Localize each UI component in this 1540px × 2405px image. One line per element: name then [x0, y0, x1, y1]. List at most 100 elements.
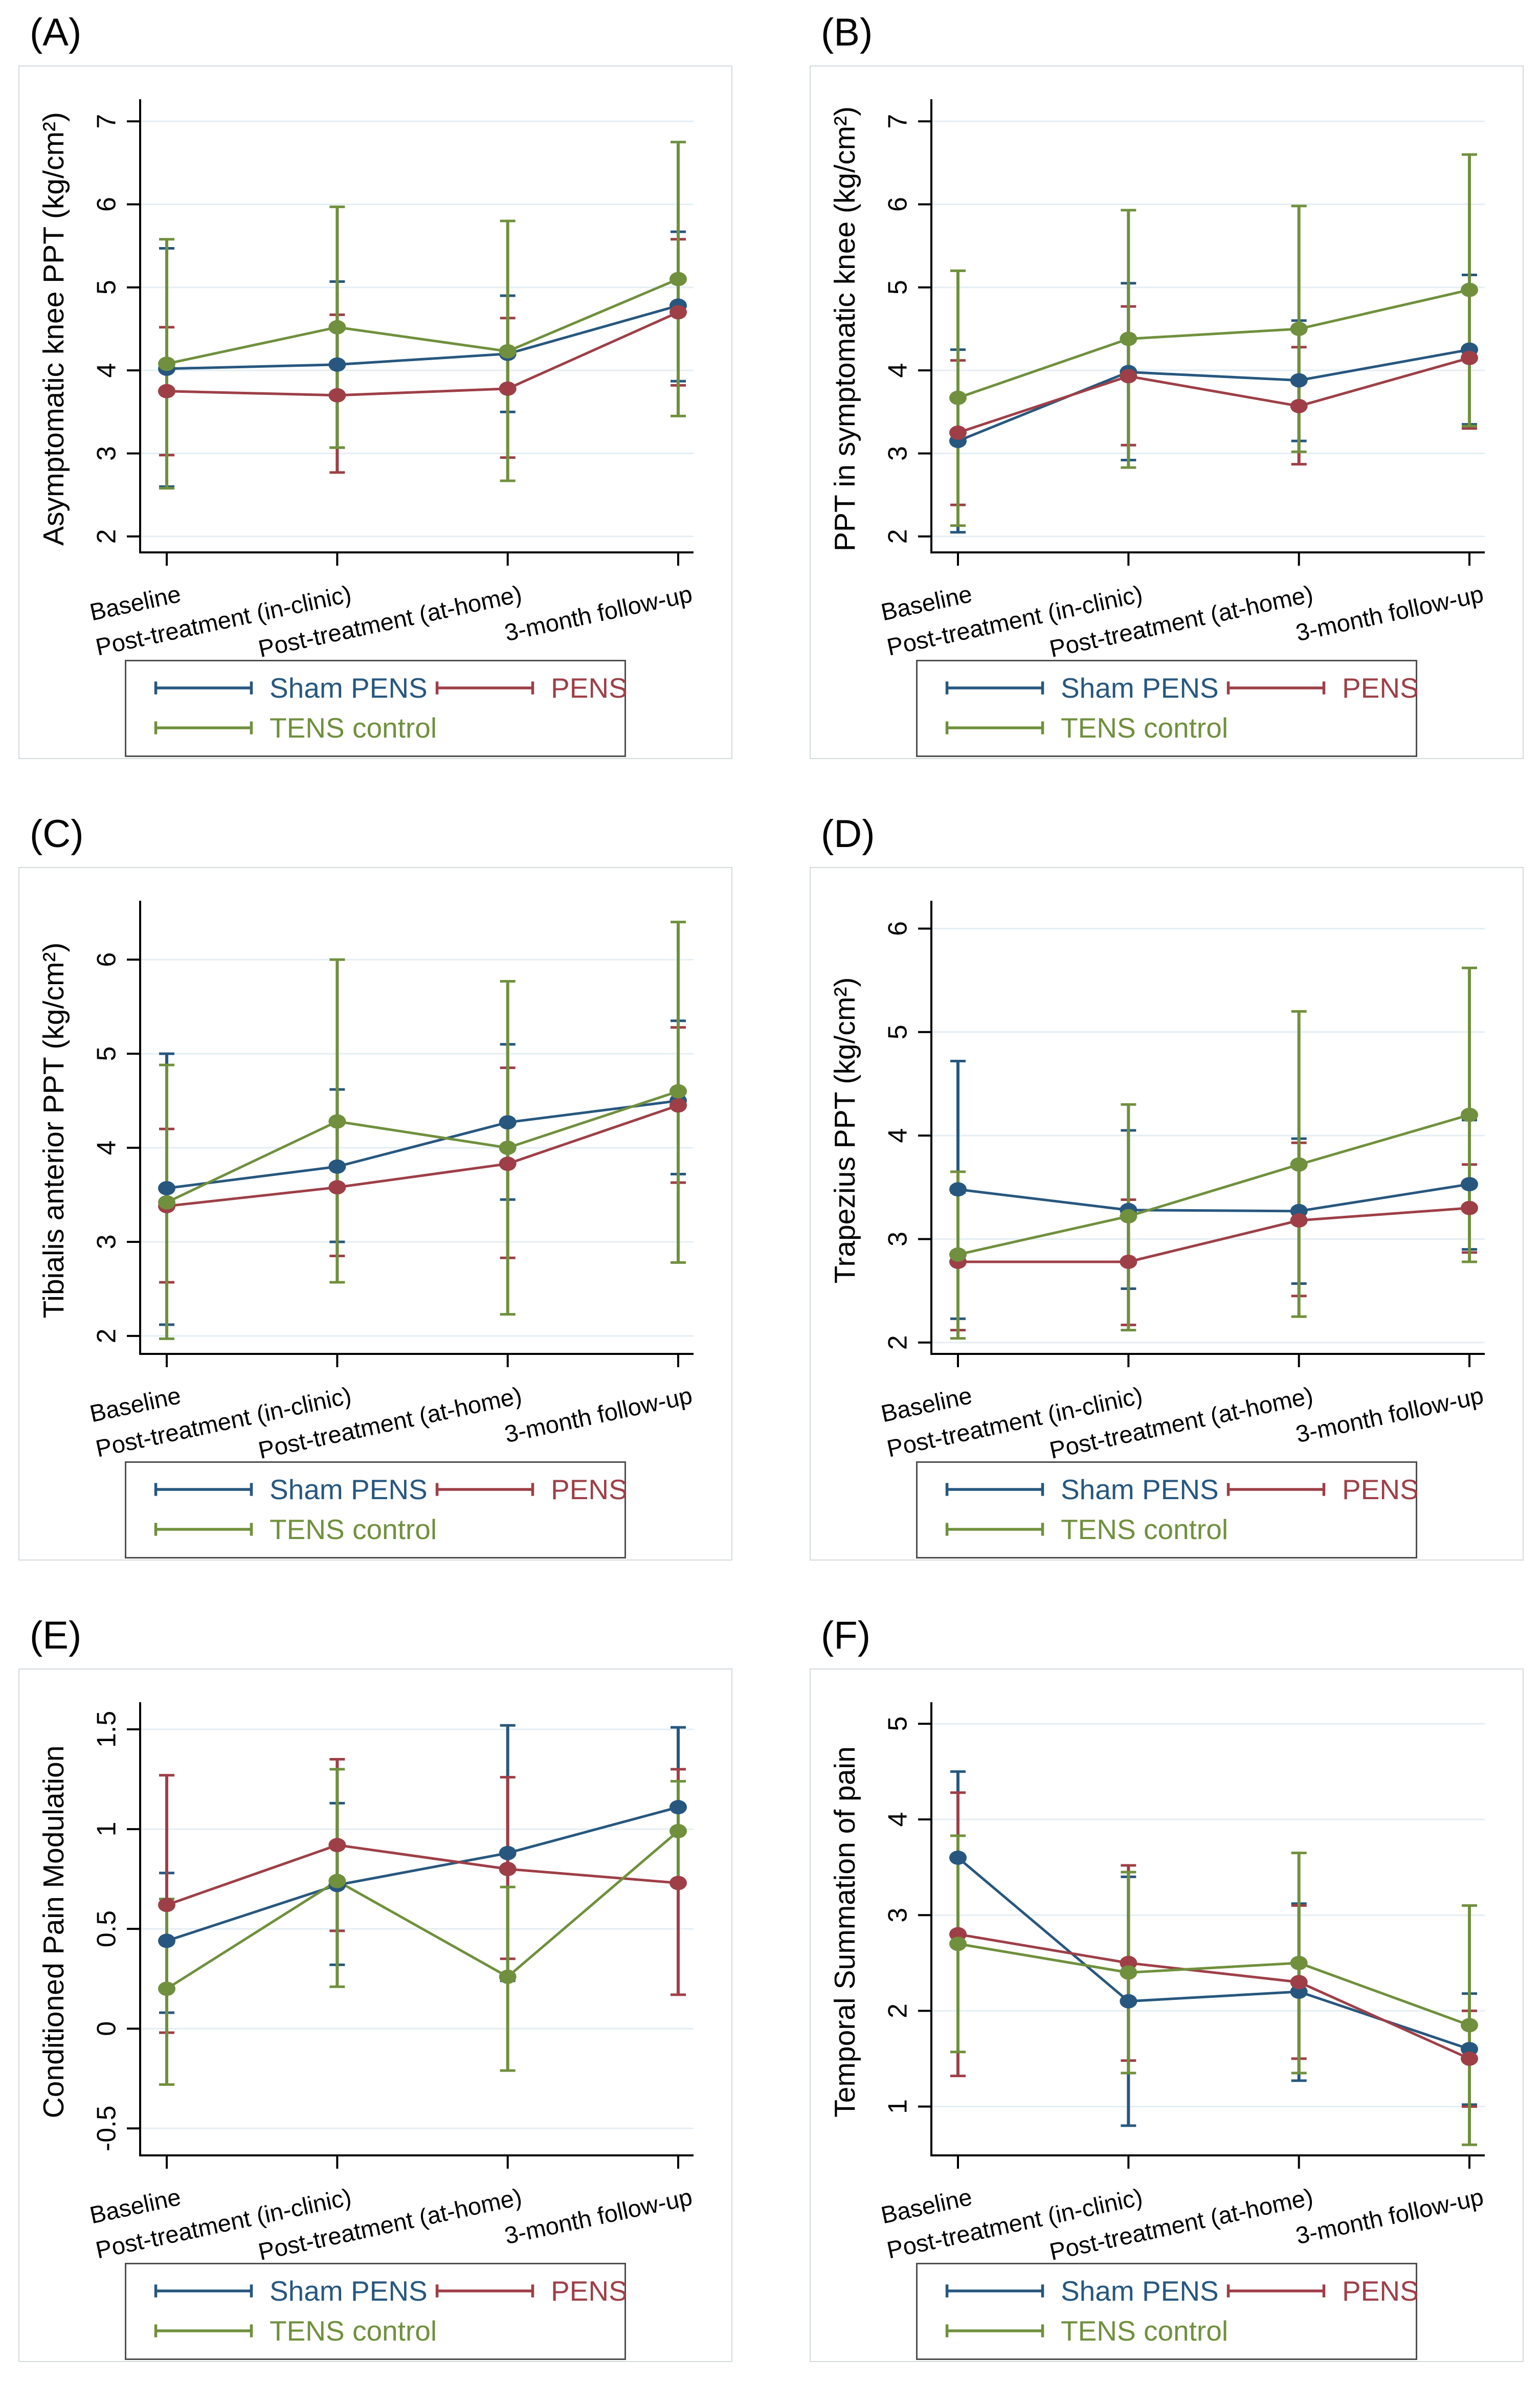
series-line-tens-control [166, 1090, 679, 1204]
legend-row: Sham PENS PENS [153, 2275, 628, 2307]
marker-pens [669, 1098, 687, 1113]
y-tick-label: 4 [883, 1812, 913, 1827]
marker-pens [1120, 369, 1137, 384]
legend-item-sham-pens: Sham PENS [153, 672, 434, 704]
marker-sham-pens [949, 1182, 967, 1197]
y-tick-label: 1.5 [92, 1711, 122, 1748]
panel-D: (D) 2 3 4 5 6 Baseline Post-treatment (in-clin… [770, 801, 1540, 1603]
panel-B: (B) 2 3 4 5 6 7 Baseline Post-treatment (in-cli… [770, 0, 1540, 801]
panel-C: (C) 2 3 4 5 6 Baseline Post-treatment (in-clin… [0, 801, 770, 1603]
legend-box-D: Sham PENS PENS TENS control [916, 1461, 1419, 1558]
y-tick-label: 1 [92, 1822, 122, 1837]
chart-card-D: 2 3 4 5 6 Baseline Post-treatment (in-clinic) P… [810, 867, 1524, 1561]
marker-pens [1290, 1213, 1308, 1228]
legend-label-sham-pens: Sham PENS [270, 672, 428, 704]
series-line-pens [957, 357, 1470, 434]
legend-label-pens: PENS [1342, 2275, 1419, 2307]
legend-box-F: Sham PENS PENS TENS control [916, 2263, 1419, 2360]
legend-item-tens-control: TENS control [153, 1513, 437, 1546]
y-tick-label: 5 [92, 280, 122, 295]
marker-tens-control [1461, 2018, 1478, 2033]
series-line-tens-control [166, 278, 679, 365]
errorbar-glyph-tens-control [945, 1523, 1044, 1536]
chart-area-F: 1 2 3 4 5 Baseline Post-treatment (in-clinic) P… [824, 1685, 1509, 2262]
marker-tens-control [949, 390, 967, 405]
legend-row: TENS control [153, 1513, 619, 1546]
y-tick-label: 5 [883, 1717, 913, 1731]
marker-pens [499, 1156, 517, 1171]
legend-label-pens: PENS [551, 2275, 628, 2307]
legend-label-tens-control: TENS control [270, 1513, 437, 1545]
legend-label-sham-pens: Sham PENS [1061, 1474, 1219, 1505]
panel-F: (F) 1 2 3 4 5 Baseline Post-treatment (in-clin… [770, 1603, 1540, 2404]
marker-pens [949, 425, 967, 440]
marker-tens-control [1290, 1955, 1308, 1970]
legend-label-pens: PENS [1342, 1474, 1419, 1505]
legend-label-sham-pens: Sham PENS [1061, 672, 1219, 704]
y-tick-label: 6 [883, 921, 913, 936]
marker-tens-control [158, 1195, 175, 1210]
series-line-sham-pens [957, 1857, 1470, 2051]
marker-pens [1461, 2051, 1478, 2066]
x-tick-label: 3-month follow-up [502, 1382, 695, 1448]
y-tick-label: 3 [883, 446, 913, 461]
x-tick-label: 3-month follow-up [502, 580, 695, 647]
chart-area-A: 2 3 4 5 6 7 Baseline Post-treatment (in-clinic)… [33, 82, 718, 659]
series-line-pens [957, 1933, 1470, 2060]
y-tick-label: 1 [883, 2099, 913, 2114]
legend-label-sham-pens: Sham PENS [270, 1474, 428, 1505]
y-tick-label: 5 [92, 1046, 122, 1061]
legend-item-pens: PENS [434, 2275, 628, 2307]
y-tick-label: 0 [92, 2021, 122, 2036]
marker-tens-control [328, 320, 346, 335]
y-tick-label: 6 [92, 197, 122, 212]
panel-letter-F: (F) [821, 1614, 871, 1657]
legend-row: TENS control [153, 2314, 619, 2347]
marker-sham-pens [158, 1181, 175, 1196]
errorbar-glyph-pens [1226, 1483, 1326, 1496]
errorbar-glyph-pens [1226, 2284, 1326, 2298]
marker-pens [1461, 350, 1478, 365]
legend-box-A: Sham PENS PENS TENS control [125, 660, 628, 757]
marker-sham-pens [669, 1800, 687, 1815]
y-tick-label: 5 [883, 280, 913, 295]
x-tick-label: 3-month follow-up [502, 2183, 695, 2250]
errorbar-glyph-sham-pens [154, 1483, 253, 1496]
series-line-tens-control [957, 1114, 1470, 1256]
y-tick-label: 3 [883, 1908, 913, 1923]
marker-tens-control [1290, 322, 1308, 336]
chart-card-B: 2 3 4 5 6 7 Baseline Post-treatment (in-clinic)… [810, 65, 1524, 759]
chart-area-C: 2 3 4 5 6 Baseline Post-treatment (in-clinic) P… [33, 883, 718, 1460]
y-tick-label: 4 [92, 1141, 122, 1155]
legend-item-sham-pens: Sham PENS [153, 2275, 434, 2307]
y-tick-label: 6 [92, 952, 122, 967]
chart-card-C: 2 3 4 5 6 Baseline Post-treatment (in-clinic) P… [18, 867, 732, 1561]
marker-pens [1290, 398, 1308, 413]
y-axis-title: Temporal Summation of pain [829, 1746, 861, 2118]
chart-card-F: 1 2 3 4 5 Baseline Post-treatment (in-clinic) P… [810, 1668, 1524, 2362]
errorbar-glyph-sham-pens [154, 681, 253, 695]
series-line-tens-control [957, 288, 1470, 399]
legend-label-pens: PENS [551, 1474, 628, 1505]
y-tick-label: 4 [883, 363, 913, 378]
y-tick-label: 2 [883, 529, 913, 544]
legend-item-tens-control: TENS control [944, 1513, 1228, 1546]
legend-item-sham-pens: Sham PENS [944, 1473, 1225, 1506]
panel-letter-E: (E) [30, 1614, 82, 1657]
marker-tens-control [499, 1141, 517, 1155]
series-line-tens-control [166, 1830, 679, 1990]
legend-label-tens-control: TENS control [1061, 712, 1229, 744]
series-line-tens-control [957, 1942, 1470, 2027]
legend-label-pens: PENS [1342, 672, 1419, 704]
panel-E: (E) -0.5 0 0.5 1 1.5 Baseline Post-treatment (… [0, 1603, 770, 2404]
marker-pens [328, 1180, 346, 1195]
marker-tens-control [669, 1823, 687, 1838]
panel-letter-C: (C) [30, 812, 84, 856]
marker-sham-pens [1461, 1177, 1478, 1192]
y-tick-label: 3 [92, 446, 122, 461]
panel-letter-A: (A) [30, 11, 82, 54]
